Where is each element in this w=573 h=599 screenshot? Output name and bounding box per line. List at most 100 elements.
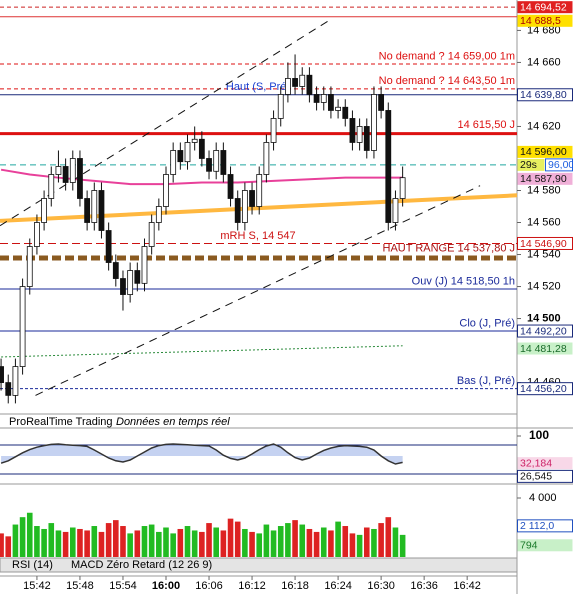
volume-bar bbox=[55, 530, 62, 557]
volume-bar bbox=[163, 527, 169, 557]
candle-body bbox=[256, 174, 263, 207]
candle-body bbox=[127, 270, 134, 295]
candle-body bbox=[98, 190, 105, 231]
volume-bar bbox=[385, 517, 392, 557]
volume-bar bbox=[48, 523, 55, 557]
x-tick-label: 16:42 bbox=[453, 580, 481, 592]
volume-bar bbox=[363, 527, 370, 557]
candle-body bbox=[392, 198, 399, 223]
volume-bar bbox=[356, 534, 363, 557]
x-tick-label: 16:06 bbox=[195, 580, 223, 592]
volume-bar bbox=[148, 524, 155, 557]
level-label: mRH S, 14 547 bbox=[220, 230, 295, 242]
candle-body bbox=[77, 158, 83, 199]
watermark: ProRealTime Trading bbox=[9, 416, 113, 428]
candle-body bbox=[299, 74, 306, 87]
volume-bar bbox=[349, 533, 356, 557]
volume-bar bbox=[213, 527, 219, 557]
tab-bar bbox=[0, 557, 518, 573]
volume-bar bbox=[62, 531, 69, 557]
volume-bar bbox=[299, 524, 306, 557]
oscillator-line bbox=[0, 443, 403, 465]
x-tick-label: 16:30 bbox=[367, 580, 395, 592]
tab[interactable]: MACD Zéro Retard (12 26 9) bbox=[71, 559, 212, 571]
y-tick-label: 14 680 bbox=[527, 24, 561, 36]
candle-body bbox=[284, 78, 291, 95]
level-label: 14 615,50 J bbox=[458, 119, 516, 131]
candle-body bbox=[91, 190, 98, 223]
candle-body bbox=[371, 94, 377, 151]
y-tick-label: 100 bbox=[529, 428, 549, 442]
price-badge-label: 14 456,20 bbox=[520, 383, 567, 395]
candle-body bbox=[277, 94, 284, 119]
level-label: Clo (J, Pré) bbox=[459, 317, 515, 329]
candle-body bbox=[191, 138, 198, 143]
candle-body bbox=[320, 94, 327, 103]
volume-bar bbox=[342, 526, 349, 557]
price-badge bbox=[517, 158, 545, 171]
x-tick-label: 16:00 bbox=[152, 580, 180, 592]
overlay-line bbox=[1, 345, 403, 358]
candle-body bbox=[349, 118, 356, 143]
volume-bar bbox=[306, 528, 313, 557]
volume-bar bbox=[313, 531, 320, 557]
candle-body bbox=[385, 110, 392, 223]
price-badge-label: 32,184 bbox=[520, 457, 552, 469]
volume-bar bbox=[270, 530, 277, 557]
oscillator-area bbox=[1, 444, 403, 464]
price-badge bbox=[517, 342, 573, 355]
price-badge bbox=[517, 1, 573, 14]
volume-bar bbox=[206, 523, 212, 557]
volume-bar bbox=[134, 530, 141, 557]
level-label: HAUT RANGE 14 537,80 J bbox=[383, 242, 515, 254]
volume-bar bbox=[242, 528, 248, 557]
candle-body bbox=[141, 246, 148, 284]
candle-body bbox=[134, 270, 141, 284]
candle-body bbox=[328, 94, 334, 111]
candle-body bbox=[26, 246, 33, 287]
candle-body bbox=[292, 78, 298, 87]
x-tick-label: 16:24 bbox=[324, 580, 352, 592]
candle-body bbox=[227, 174, 234, 199]
price-badge-label: 14 639,80 bbox=[520, 89, 567, 101]
y-tick-label: 14 500 bbox=[527, 312, 561, 324]
volume-bar bbox=[12, 524, 19, 557]
price-badge-label: 29s bbox=[520, 159, 537, 171]
x-tick-label: 15:54 bbox=[109, 580, 137, 592]
price-badge bbox=[517, 539, 573, 552]
level-label: Bas (J, Pré) bbox=[457, 375, 515, 387]
candle-body bbox=[163, 174, 169, 207]
volume-bar bbox=[328, 530, 334, 557]
price-badge-label: 26,545 bbox=[520, 471, 552, 483]
price-badge-label: 14 546,90 bbox=[520, 238, 567, 250]
volume-bar bbox=[170, 533, 176, 557]
volume-bar bbox=[98, 531, 105, 557]
price-badge bbox=[517, 172, 573, 185]
candle-body bbox=[234, 198, 241, 223]
volume-bar bbox=[141, 526, 148, 557]
candle-body bbox=[220, 150, 227, 175]
volume-bar bbox=[292, 520, 298, 557]
level-label: Haut (S, Pré) bbox=[226, 81, 290, 93]
candle-body bbox=[84, 198, 91, 223]
candle-body bbox=[342, 106, 349, 119]
candle-body bbox=[34, 222, 40, 247]
volume-bar bbox=[335, 521, 341, 557]
volume-bar bbox=[177, 528, 184, 557]
candle-body bbox=[356, 126, 363, 143]
y-tick-label: 14 540 bbox=[527, 248, 561, 260]
price-badge bbox=[517, 14, 573, 27]
level-label: Ouv (J) 14 518,50 1h bbox=[412, 275, 515, 287]
price-badge bbox=[517, 145, 573, 158]
candle-body bbox=[12, 366, 19, 396]
volume-bar bbox=[285, 523, 291, 557]
volume-bar bbox=[184, 526, 191, 557]
volume-bar bbox=[113, 520, 119, 557]
volume-bar bbox=[69, 527, 76, 557]
tab[interactable]: RSI (14) bbox=[12, 559, 53, 571]
watermark-note: Données en temps réel bbox=[116, 416, 230, 428]
y-tick-label: 14 560 bbox=[527, 216, 561, 228]
volume-bar bbox=[378, 523, 384, 557]
